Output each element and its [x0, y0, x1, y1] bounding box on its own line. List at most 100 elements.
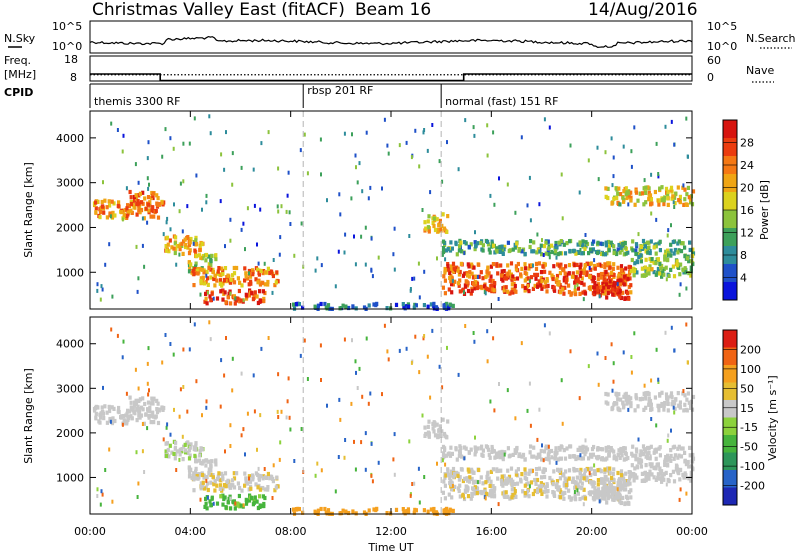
velocity-echo-cell: [500, 449, 504, 454]
velocity-echo-cell: [131, 405, 135, 410]
velocity-echo-cell: [527, 494, 531, 499]
power-echo-cell: [257, 261, 260, 266]
velocity-echo-cell: [666, 463, 670, 468]
power-echo-cell: [256, 242, 258, 247]
velocity-echo-cell: [258, 494, 262, 499]
power-echo-cell: [137, 208, 141, 213]
power-echo-cell: [256, 267, 260, 272]
power-echo-cell: [204, 252, 209, 258]
velocity-echo-cell: [463, 456, 466, 461]
velocity-echo-cell: [246, 411, 249, 416]
power-echo-cell: [520, 249, 524, 254]
power-echo-cell: [181, 251, 185, 256]
velocity-echo-cell: [548, 331, 551, 336]
power-echo-cell: [678, 194, 682, 199]
velocity-echo-cell: [181, 457, 185, 462]
velocity-echo-cell: [689, 470, 693, 475]
velocity-echo-cell: [579, 467, 583, 472]
velocity-echo-cell: [198, 449, 202, 454]
power-echo-cell: [650, 257, 654, 262]
velocity-echo-cell: [204, 485, 208, 490]
power-echo-cell: [673, 247, 677, 253]
power-echo-cell: [446, 264, 450, 269]
power-echo-cell: [640, 273, 644, 278]
velocity-echo-cell: [633, 408, 637, 413]
velocity-echo-cell: [251, 477, 255, 482]
velocity-echo-cell: [520, 472, 524, 477]
power-echo-cell: [669, 185, 674, 190]
power-echo-cell: [383, 117, 386, 122]
power-echo-cell: [555, 245, 559, 250]
power-echo-cell: [199, 255, 203, 260]
velocity-echo-cell: [319, 506, 323, 512]
velocity-echo-cell: [496, 476, 500, 481]
power-echo-cell: [512, 276, 516, 282]
x-tick-label: 16:00: [475, 525, 507, 538]
power-echo-cell: [207, 265, 211, 270]
power-echo-cell: [121, 217, 124, 222]
power-echo-cell: [464, 118, 467, 123]
velocity-echo-cell: [567, 476, 571, 481]
velocity-echo-cell: [510, 487, 514, 492]
power-echo-cell: [101, 204, 105, 209]
velocity-echo-cell: [542, 458, 545, 463]
velocity-echo-cell: [450, 451, 454, 456]
velocity-echo-cell: [465, 485, 469, 490]
velocity-echo-cell: [629, 396, 633, 401]
velocity-echo-cell: [457, 453, 461, 458]
power-echo-cell: [555, 255, 558, 260]
velocity-echo-cell: [151, 414, 155, 419]
power-echo-cell: [447, 306, 451, 311]
velocity-echo-cell: [275, 475, 279, 480]
velocity-echo-cell: [289, 427, 292, 432]
power-echo-cell: [564, 280, 568, 285]
velocity-echo-cell: [320, 468, 323, 473]
power-echo-cell: [148, 182, 150, 187]
velocity-echo-cell: [657, 380, 660, 384]
power-echo-cell: [136, 199, 140, 204]
velocity-echo-cell: [110, 420, 115, 425]
power-echo-cell: [670, 119, 673, 124]
power-echo-cell: [174, 235, 178, 240]
power-echo-cell: [615, 251, 619, 257]
velocity-echo-cell: [422, 508, 426, 513]
power-echo-cell: [266, 282, 270, 287]
velocity-echo-cell: [573, 468, 577, 473]
power-echo-cell: [424, 226, 428, 231]
power-echo-cell: [652, 260, 656, 265]
power-echo-cell: [492, 283, 496, 288]
power-echo-cell: [394, 302, 399, 307]
power-echo-cell: [583, 263, 587, 268]
power-echo-cell: [445, 229, 449, 234]
power-echo-cell: [658, 271, 662, 276]
velocity-echo-cell: [659, 471, 663, 476]
velocity-echo-cell: [161, 360, 164, 365]
velocity-echo-cell: [354, 467, 357, 472]
velocity-echo-cell: [236, 481, 240, 486]
power-echo-cell: [347, 305, 351, 311]
power-echo-cell: [486, 153, 489, 158]
power-echo-cell: [529, 275, 534, 280]
velocity-echo-cell: [625, 479, 629, 484]
power-echo-cell: [618, 294, 622, 299]
velocity-echo-cell: [634, 453, 638, 458]
velocity-echo-cell: [414, 334, 417, 339]
power-echo-cell: [593, 258, 596, 263]
y-tick-label: 1000: [56, 266, 84, 279]
velocity-echo-cell: [599, 477, 603, 482]
power-echo-cell: [164, 248, 169, 253]
power-echo-cell: [672, 274, 677, 279]
velocity-echo-cell: [261, 476, 265, 481]
velocity-echo-cell: [663, 459, 667, 464]
power-echo-cell: [501, 251, 505, 256]
radar-title: Christmas Valley East (fitACF): [92, 0, 345, 20]
power-echo-cell: [103, 198, 107, 203]
power-echo-cell: [141, 216, 144, 221]
power-echo-cell: [636, 260, 640, 265]
velocity-echo-cell: [596, 456, 600, 461]
power-echo-cell: [663, 254, 667, 259]
power-echo-cell: [685, 286, 688, 291]
power-echo-cell: [147, 208, 151, 213]
power-echo-cell: [523, 285, 527, 290]
velocity-echo-cell: [247, 498, 252, 503]
